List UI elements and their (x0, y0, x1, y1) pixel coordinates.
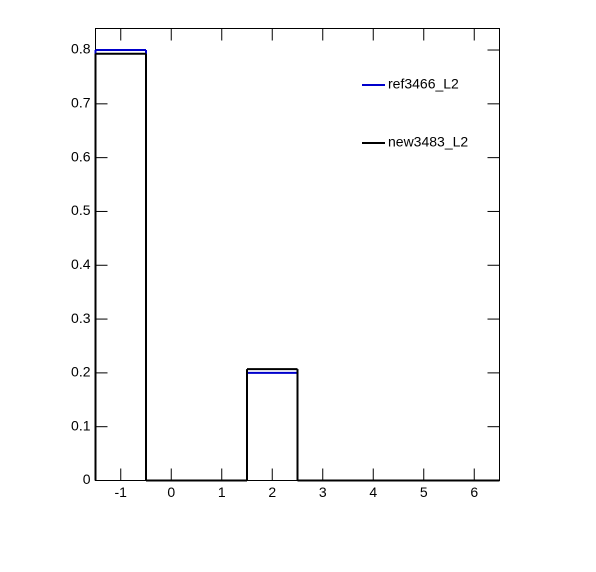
x-tick-label: 0 (167, 484, 175, 500)
y-tick-label: 0.7 (71, 95, 91, 111)
x-tick-label: 2 (268, 484, 276, 500)
y-tick-label: 0.1 (71, 417, 91, 433)
legend-label: new3483_L2 (388, 134, 468, 150)
y-tick-label: 0.5 (71, 202, 91, 218)
x-tick-label: 3 (319, 484, 327, 500)
x-tick-label: 1 (218, 484, 226, 500)
x-tick-label: 6 (470, 484, 478, 500)
x-tick-label: 5 (420, 484, 428, 500)
y-tick-label: 0.2 (71, 364, 91, 380)
x-tick-label: 4 (369, 484, 377, 500)
y-tick-label: 0.8 (71, 41, 91, 57)
y-tick-label: 0.4 (71, 256, 91, 272)
x-tick-label: -1 (115, 484, 128, 500)
y-tick-label: 0.3 (71, 310, 91, 326)
y-tick-label: 0.6 (71, 148, 91, 164)
y-tick-label: 0 (83, 471, 91, 487)
legend-label: ref3466_L2 (388, 76, 459, 92)
